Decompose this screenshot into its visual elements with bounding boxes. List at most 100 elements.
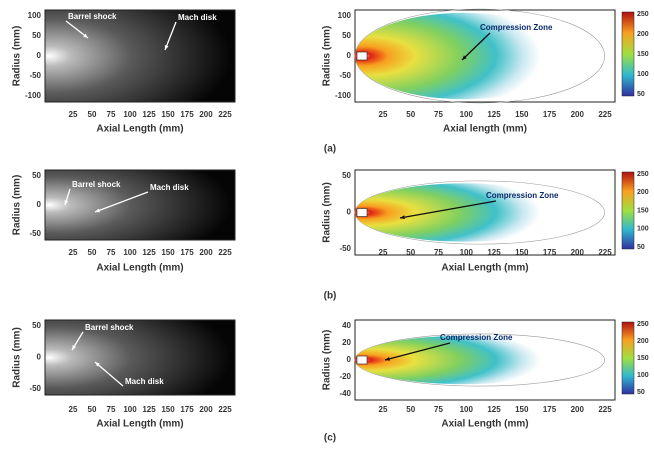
x-tick-label: 25 (69, 248, 78, 257)
y-axis-label: Radius (mm) (12, 327, 23, 388)
y-tick-label: 0 (37, 353, 42, 362)
y-tick-label: -50 (29, 229, 41, 238)
x-tick-label: 75 (434, 248, 443, 257)
y-tick-label: -20 (339, 372, 351, 381)
colorbar-tick-label: 100 (637, 372, 649, 379)
y-tick-label: 100 (338, 11, 352, 20)
x-tick-label: 100 (123, 248, 137, 257)
x-tick-label: 75 (107, 248, 116, 257)
x-tick-label: 25 (69, 110, 78, 119)
colorbar-tick-label: 150 (637, 51, 649, 58)
y-tick-label: 50 (32, 31, 41, 40)
annotation: Compression Zone (480, 23, 553, 32)
y-tick-label: 0 (37, 200, 42, 209)
y-tick-label: 0 (37, 51, 42, 60)
colorbar (622, 12, 634, 96)
annotation: Compression Zone (486, 191, 559, 200)
x-axis-label: Axial length (mm) (443, 124, 527, 135)
x-tick-label: 75 (434, 405, 443, 414)
colorbar-tick-label: 200 (637, 338, 649, 345)
y-tick-label: 0 (347, 208, 352, 217)
colorbar-tick-label: 50 (637, 389, 645, 396)
y-tick-label: 20 (342, 338, 351, 347)
x-tick-label: 75 (107, 110, 116, 119)
x-tick-label: 200 (199, 110, 213, 119)
y-tick-label: -50 (29, 384, 41, 393)
y-axis-label: Radius (mm) (322, 330, 333, 391)
y-tick-label: 50 (32, 171, 41, 180)
x-tick-label: 50 (88, 110, 97, 119)
x-tick-label: 100 (460, 405, 474, 414)
x-tick-label: 150 (161, 405, 175, 414)
x-tick-label: 50 (406, 405, 415, 414)
x-tick-label: 150 (161, 110, 175, 119)
y-tick-label: -50 (29, 71, 41, 80)
colorbar-tick-label: 250 (637, 11, 649, 18)
x-tick-label: 150 (515, 248, 529, 257)
x-tick-label: 150 (515, 110, 529, 119)
x-tick-label: 200 (571, 110, 585, 119)
colorbar-tick-label: 250 (637, 171, 649, 178)
y-tick-label: -50 (339, 244, 351, 253)
colorbar-tick-label: 50 (637, 91, 645, 98)
x-axis-label: Axial Length (mm) (441, 419, 528, 430)
colorbar-tick-label: 150 (637, 207, 649, 214)
y-tick-label: 40 (342, 321, 351, 330)
x-tick-label: 175 (543, 405, 557, 414)
x-tick-label: 150 (515, 405, 529, 414)
y-axis-label: Radius (mm) (322, 26, 333, 87)
figure: 100500-50-100255075100125150175200225Axi… (0, 0, 654, 453)
y-axis-label: Radius (mm) (12, 175, 23, 236)
colorbar (622, 172, 634, 249)
x-tick-label: 175 (543, 110, 557, 119)
x-tick-label: 200 (199, 248, 213, 257)
x-tick-label: 200 (571, 405, 585, 414)
annotation: Barrel shock (68, 12, 117, 21)
colorbar-tick-label: 250 (637, 321, 649, 328)
x-tick-label: 25 (379, 248, 388, 257)
x-tick-label: 100 (123, 110, 137, 119)
x-tick-label: 75 (107, 405, 116, 414)
x-tick-label: 175 (180, 248, 194, 257)
colorbar-tick-label: 100 (637, 226, 649, 233)
colorbar-tick-label: 200 (637, 31, 649, 38)
x-tick-label: 175 (543, 248, 557, 257)
x-tick-label: 50 (88, 405, 97, 414)
x-tick-label: 175 (180, 405, 194, 414)
panel-label: (a) (324, 144, 336, 155)
y-tick-label: 50 (342, 31, 351, 40)
y-tick-label: 100 (28, 11, 42, 20)
panel-label: (c) (324, 433, 336, 444)
x-tick-label: 225 (218, 248, 232, 257)
x-tick-label: 50 (88, 248, 97, 257)
colorbar-tick-label: 100 (637, 71, 649, 78)
colorbar-tick-label: 50 (637, 244, 645, 251)
colorbar (622, 322, 634, 394)
x-axis-label: Axial Length (mm) (96, 124, 183, 135)
x-tick-label: 150 (161, 248, 175, 257)
y-tick-label: -50 (339, 71, 351, 80)
x-axis-label: Axial Length (mm) (96, 263, 183, 274)
nozzle (357, 356, 367, 364)
x-tick-label: 50 (406, 110, 415, 119)
y-axis-label: Radius (mm) (12, 26, 23, 87)
x-tick-label: 125 (487, 405, 501, 414)
annotation: Barrel shock (85, 323, 134, 332)
annotation: Mach disk (178, 13, 217, 22)
x-tick-label: 25 (379, 405, 388, 414)
x-tick-label: 125 (142, 248, 156, 257)
x-tick-label: 225 (218, 110, 232, 119)
y-tick-label: -100 (25, 91, 42, 100)
schlieren-image (45, 10, 235, 102)
x-tick-label: 200 (199, 405, 213, 414)
x-tick-label: 100 (460, 248, 474, 257)
y-tick-label: 50 (342, 171, 351, 180)
x-tick-label: 100 (123, 405, 137, 414)
x-tick-label: 200 (571, 248, 585, 257)
x-tick-label: 25 (69, 405, 78, 414)
x-tick-label: 100 (460, 110, 474, 119)
x-axis-label: Axial Length (mm) (96, 419, 183, 430)
x-tick-label: 75 (434, 110, 443, 119)
y-tick-label: 0 (347, 355, 352, 364)
annotation: Mach disk (150, 183, 189, 192)
